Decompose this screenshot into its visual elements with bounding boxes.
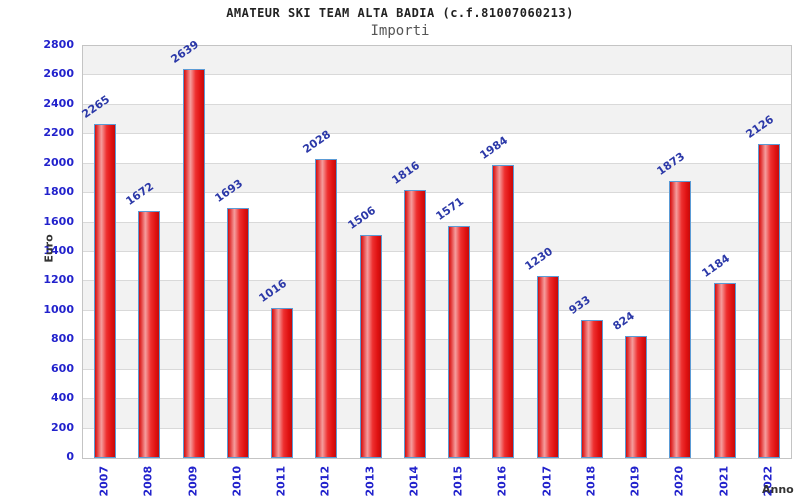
bar-2011 xyxy=(271,307,294,458)
bar-2020 xyxy=(669,181,692,458)
x-tick-label: 2012 xyxy=(318,465,332,497)
y-tick-label: 1400 xyxy=(43,244,74,257)
y-tick-label: 1600 xyxy=(43,214,74,228)
y-tick-label: 2200 xyxy=(43,126,74,140)
bar-2018 xyxy=(580,319,603,458)
y-tick-label: 2600 xyxy=(43,67,74,81)
gridline xyxy=(83,162,791,164)
gridline xyxy=(83,309,791,311)
x-tick-label: 2009 xyxy=(186,465,200,497)
bar-2015 xyxy=(448,225,471,458)
gridline xyxy=(83,398,791,400)
bar-2013 xyxy=(359,235,382,458)
y-tick-label: 2800 xyxy=(43,38,74,51)
bar-2021 xyxy=(713,282,736,458)
x-tick-label: 2017 xyxy=(540,465,554,497)
x-tick-label: 2019 xyxy=(628,465,642,497)
x-tick-label: 2020 xyxy=(672,465,686,497)
x-tick-label: 2014 xyxy=(407,465,421,497)
y-axis-label: Euro xyxy=(42,234,56,263)
gridline xyxy=(83,133,791,135)
x-axis-label: Anno xyxy=(762,483,794,496)
x-tick-label: 2011 xyxy=(274,465,288,497)
bar-2014 xyxy=(403,189,426,458)
bar-2022 xyxy=(757,144,780,458)
y-tick-label: 200 xyxy=(51,420,74,434)
bar-2012 xyxy=(315,158,338,458)
y-tick-label: 1200 xyxy=(43,273,74,287)
x-tick-label: 2016 xyxy=(495,465,509,497)
gridline xyxy=(83,192,791,194)
y-tick-label: 1800 xyxy=(43,185,74,199)
gridline xyxy=(83,280,791,282)
x-tick-label: 2010 xyxy=(230,465,244,497)
gridline xyxy=(83,368,791,370)
bar-2008 xyxy=(138,210,161,458)
y-tick-label: 800 xyxy=(51,332,74,346)
gridline xyxy=(83,103,791,105)
bar-2017 xyxy=(536,276,559,458)
gridline xyxy=(83,427,791,429)
bar-2019 xyxy=(625,335,648,458)
gridline xyxy=(83,74,791,76)
x-tick-label: 2021 xyxy=(717,465,731,497)
x-tick-label: 2008 xyxy=(141,465,155,497)
gridline xyxy=(83,339,791,341)
y-tick-label: 2000 xyxy=(43,155,74,169)
plot-area: 2265 1672 2639 1693 1016 2028 1506 1816 1571 1984… xyxy=(80,37,792,459)
bar-2016 xyxy=(492,165,515,458)
chart-subtitle: Importi xyxy=(370,23,430,39)
chart-title: AMATEUR SKI TEAM ALTA BADIA (c.f.8100706… xyxy=(226,6,574,20)
x-tick-label: 2007 xyxy=(97,465,111,497)
gridline xyxy=(83,251,791,252)
bar-2010 xyxy=(226,207,249,458)
gridline xyxy=(83,221,791,223)
x-tick-label: 2015 xyxy=(451,465,465,497)
y-tick-label: 600 xyxy=(51,361,74,375)
x-tick-label: 2013 xyxy=(363,465,377,497)
bar-2007 xyxy=(94,123,117,458)
y-tick-label: 0 xyxy=(66,450,74,463)
y-tick-label: 1000 xyxy=(43,302,74,316)
y-tick-label: 2400 xyxy=(43,96,74,110)
y-tick-label: 400 xyxy=(51,391,74,405)
x-tick-label: 2018 xyxy=(584,465,598,497)
bar-2009 xyxy=(182,68,205,458)
